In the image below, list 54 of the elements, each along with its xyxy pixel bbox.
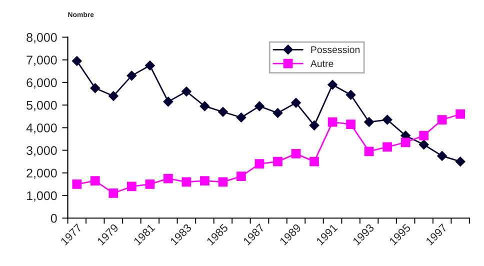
legend-label: Possession	[311, 46, 360, 54]
point	[418, 140, 429, 150]
y-tick-label: 8,000	[26, 33, 57, 44]
point	[455, 156, 466, 167]
point	[346, 120, 356, 129]
point	[200, 176, 210, 186]
point	[309, 120, 320, 130]
point	[382, 114, 392, 125]
point	[328, 80, 338, 90]
point	[328, 117, 338, 127]
y-tick-label: 0	[50, 214, 57, 223]
point	[164, 174, 173, 184]
y-tick-label: 2,000	[26, 168, 57, 180]
point	[72, 56, 82, 66]
y-tick-label: 4,000	[26, 123, 57, 134]
point	[273, 156, 282, 166]
point	[218, 106, 228, 117]
point	[72, 180, 82, 189]
point	[291, 98, 301, 108]
point	[126, 182, 136, 192]
legend-label: Autre	[310, 60, 334, 68]
point	[108, 188, 118, 198]
point	[291, 148, 301, 158]
y-tick-label: 1,000	[27, 191, 57, 202]
point	[145, 180, 155, 189]
point	[364, 146, 374, 156]
point	[437, 115, 447, 124]
point	[144, 60, 155, 70]
point	[254, 159, 264, 169]
point	[382, 142, 392, 152]
y-tick-label: 7,000	[26, 56, 57, 66]
point	[108, 91, 118, 101]
y-tick-label: 6,000	[26, 78, 57, 89]
point	[437, 151, 448, 161]
point	[456, 109, 466, 119]
point	[90, 83, 100, 94]
point	[126, 70, 137, 81]
point	[272, 108, 283, 118]
point	[218, 177, 228, 187]
point	[310, 156, 319, 166]
y-tick-label: 3,000	[26, 146, 57, 156]
y-tick-label: 5,000	[26, 100, 57, 112]
point	[254, 101, 264, 112]
point	[90, 176, 100, 186]
point	[200, 101, 210, 112]
point	[236, 172, 246, 181]
point	[182, 177, 192, 187]
point	[364, 117, 374, 127]
point	[419, 130, 429, 140]
point	[182, 86, 192, 96]
point	[236, 112, 246, 122]
point	[346, 90, 356, 100]
point	[400, 138, 410, 148]
point	[163, 96, 174, 107]
